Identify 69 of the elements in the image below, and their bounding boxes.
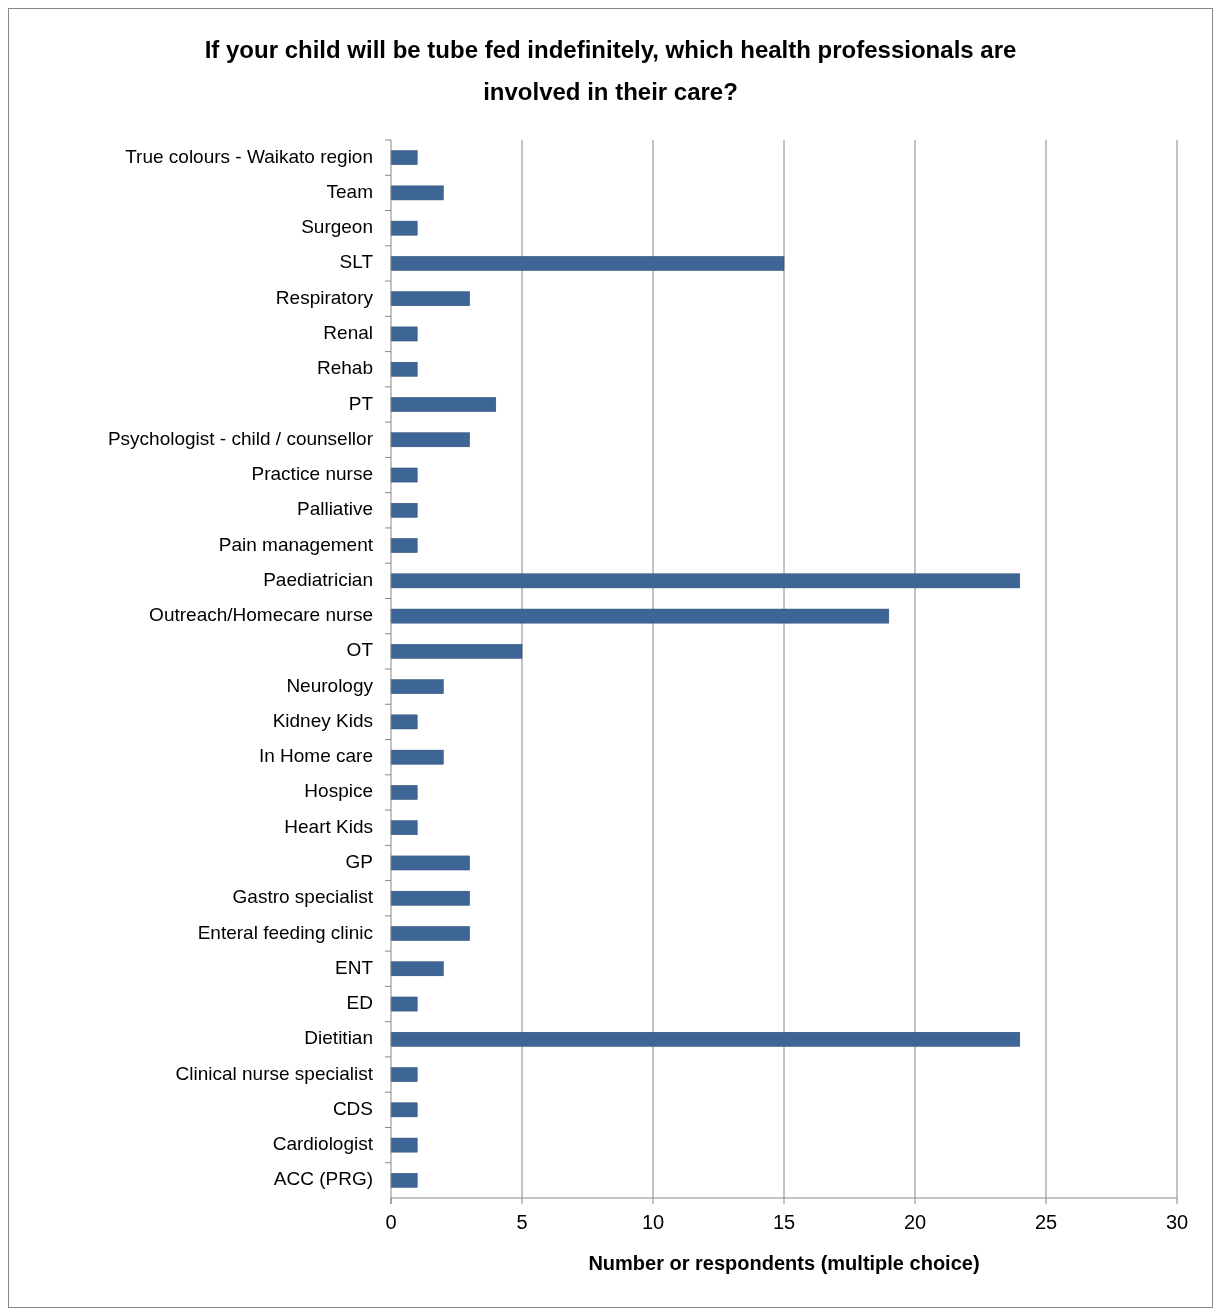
x-tick-label: 15 xyxy=(772,1211,796,1233)
bar xyxy=(390,749,444,765)
x-tick-label: 20 xyxy=(903,1211,927,1233)
chart-title: If your child will be tube fed indefinitely, which health professionals are involved in their care? xyxy=(204,36,1017,105)
bar xyxy=(390,397,497,412)
x-tick-label: 25 xyxy=(1034,1211,1058,1233)
y-tick-label: Cardiologist xyxy=(272,1133,374,1155)
bar xyxy=(390,256,785,271)
bar xyxy=(390,890,470,906)
x-tick-label: 5 xyxy=(516,1211,528,1233)
bar xyxy=(390,432,470,448)
bar xyxy=(390,1137,418,1153)
bar xyxy=(390,1032,1021,1047)
bar xyxy=(390,1173,418,1188)
y-tick-label: Pain management xyxy=(218,533,374,555)
y-tick-label: Dietitian xyxy=(304,1027,373,1049)
x-axis-title: Number or respondents (multiple choice) xyxy=(588,1252,980,1274)
y-tick-label: In Home care xyxy=(258,745,373,767)
bar xyxy=(390,326,418,342)
x-tick-label: 0 xyxy=(385,1211,397,1233)
y-tick-label: ENT xyxy=(335,956,374,978)
y-tick-label: Practice nurse xyxy=(251,463,373,485)
bar xyxy=(390,785,418,800)
y-tick-label: Palliative xyxy=(296,498,373,520)
y-tick-label: CDS xyxy=(332,1097,373,1119)
y-tick-label: Renal xyxy=(323,321,373,343)
y-tick-label: ACC (PRG) xyxy=(273,1168,373,1190)
bar xyxy=(390,996,418,1012)
y-tick-label: PT xyxy=(348,392,374,414)
y-tick-label: Team xyxy=(326,180,373,202)
bar xyxy=(390,1102,418,1118)
y-tick-label: ED xyxy=(346,992,373,1014)
bar xyxy=(390,185,444,201)
x-tick-label: 30 xyxy=(1165,1211,1189,1233)
bar xyxy=(390,679,444,694)
y-tick-label: Enteral feeding clinic xyxy=(197,921,373,943)
bar xyxy=(390,1067,418,1082)
y-tick-label: Surgeon xyxy=(301,216,373,238)
bar xyxy=(390,573,1021,589)
x-tick-label: 10 xyxy=(641,1211,665,1233)
y-tick-label: Outreach/Homecare nurse xyxy=(149,604,373,626)
bar xyxy=(390,961,444,977)
y-tick-label: Heart Kids xyxy=(284,815,373,837)
y-tick-label: GP xyxy=(345,850,373,872)
bar xyxy=(390,467,418,483)
y-tick-label: Respiratory xyxy=(275,286,374,308)
y-tick-label: Rehab xyxy=(317,357,373,379)
bar xyxy=(390,714,418,730)
y-tick-label: True colours - Waikato region xyxy=(125,145,373,167)
y-tick-label: Paediatrician xyxy=(263,568,373,590)
bar xyxy=(390,291,470,306)
y-tick-label: Psychologist - child / counsellor xyxy=(107,427,374,449)
bar xyxy=(390,855,470,871)
bar xyxy=(390,503,418,518)
bar xyxy=(390,608,890,624)
bar xyxy=(390,150,418,165)
bar xyxy=(390,926,470,941)
y-tick-label: Clinical nurse specialist xyxy=(175,1062,374,1084)
y-tick-label: Gastro specialist xyxy=(232,886,374,908)
bar xyxy=(390,538,418,553)
y-tick-label: Neurology xyxy=(286,674,374,696)
y-tick-label: Kidney Kids xyxy=(272,709,373,731)
y-tick-label: SLT xyxy=(339,251,374,273)
bar xyxy=(390,361,418,377)
bar xyxy=(390,644,523,659)
y-tick-label: OT xyxy=(346,639,374,661)
bar xyxy=(390,220,418,236)
y-tick-label: Hospice xyxy=(304,780,373,802)
bar xyxy=(390,820,418,835)
